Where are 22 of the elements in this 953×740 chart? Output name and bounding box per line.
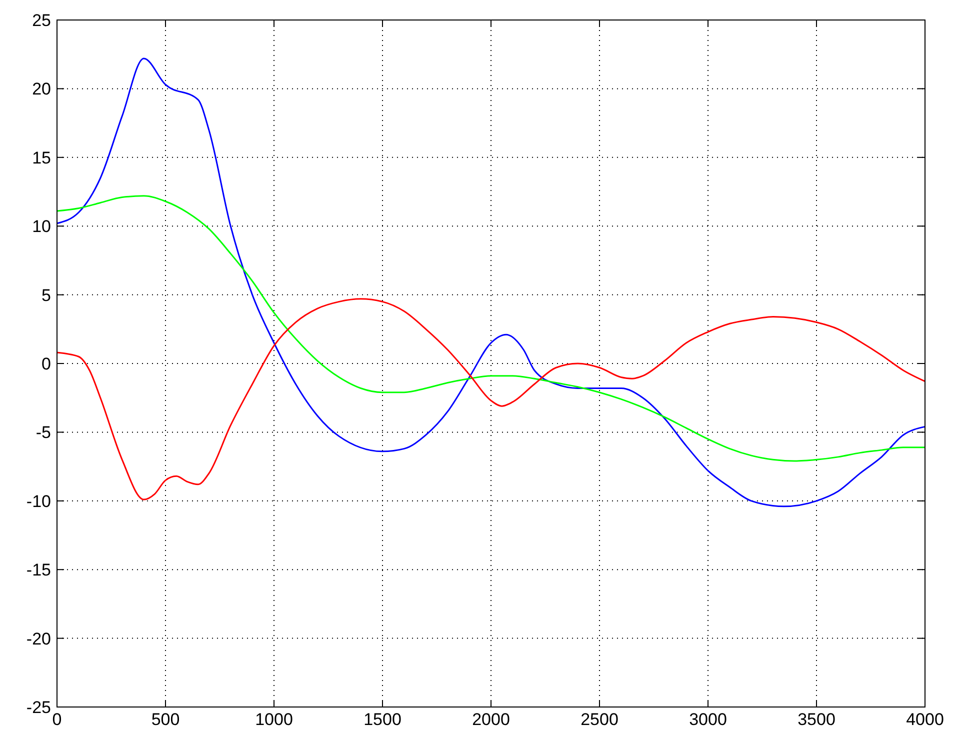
y-tick-label: -20 xyxy=(26,629,51,648)
y-tick-label: 0 xyxy=(42,354,51,374)
y-tick-label: 25 xyxy=(32,11,51,30)
y-tick-label: 20 xyxy=(32,80,51,99)
y-tick-label: 15 xyxy=(32,148,51,168)
x-tick-label: 4000 xyxy=(906,710,944,729)
y-tick-label: -15 xyxy=(26,560,51,580)
line-series xyxy=(56,58,926,508)
x-tick-label: 500 xyxy=(151,710,180,729)
x-tick-label: 1000 xyxy=(255,710,293,729)
y-tick-label: 5 xyxy=(42,286,51,305)
y-tick-label: -10 xyxy=(26,492,51,511)
x-tick-label: 3000 xyxy=(689,710,727,729)
line-series xyxy=(56,195,926,462)
line-series xyxy=(56,298,926,500)
x-tick-label: 3500 xyxy=(798,710,836,729)
y-tick-label: -25 xyxy=(26,698,51,717)
y-tick-label: -5 xyxy=(36,423,51,442)
x-tick-label: 2000 xyxy=(472,710,510,729)
x-tick-label: 1500 xyxy=(364,710,402,729)
x-tick-label: 2500 xyxy=(580,710,618,729)
y-tick-label: 10 xyxy=(32,217,51,236)
